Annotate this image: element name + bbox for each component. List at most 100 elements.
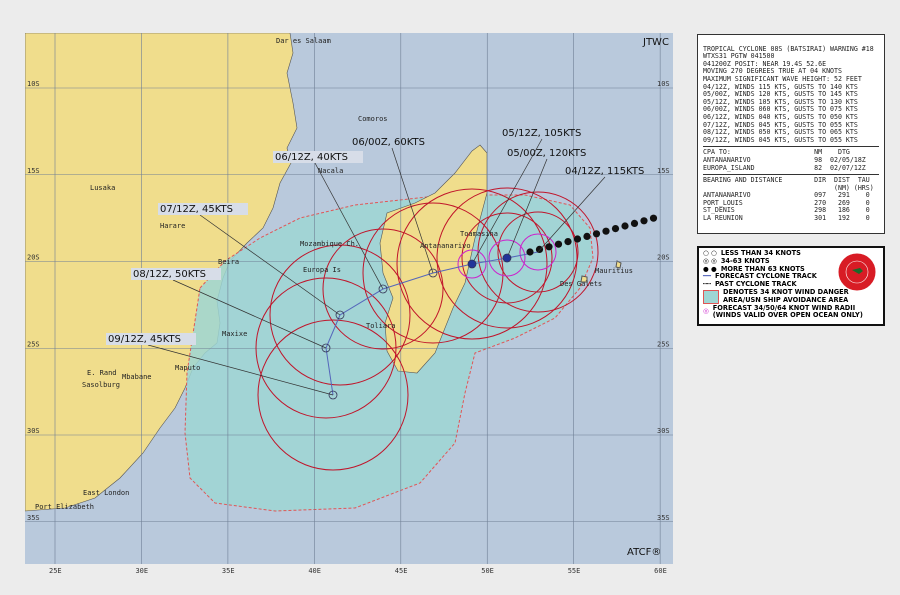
- place-label: Maputo: [175, 364, 200, 372]
- forecast-position-icon: [328, 390, 338, 400]
- lat-tick-right: 30S: [657, 427, 670, 435]
- inner-wind-radius: [519, 233, 557, 271]
- warning-line: (NM) (HRS): [703, 183, 874, 192]
- leader-line: [199, 214, 341, 316]
- place-label: Comoros: [358, 115, 388, 123]
- lat-tick-left: 25S: [27, 340, 40, 348]
- wind-radius-ring: [322, 228, 444, 350]
- lat-tick-left: 10S: [27, 80, 40, 88]
- inner-wind-radius: [457, 249, 487, 279]
- place-label: Toliara: [366, 322, 396, 330]
- wind-radius-ring: [362, 202, 504, 344]
- place-label: Mbabane: [122, 373, 152, 381]
- legend-text: DENOTES 34 KNOT WIND DANGER: [723, 287, 849, 296]
- place-label: Maxixe: [222, 330, 247, 338]
- forecast-label: 06/12Z, 40KTS: [275, 152, 348, 163]
- wind-radii: [255, 187, 599, 471]
- forecast-position-icon: [502, 253, 512, 263]
- past-position-icon: [640, 217, 648, 225]
- legend-forecast-track: ━━ FORECAST CYCLONE TRACK: [703, 272, 817, 281]
- wind-radius-ring: [461, 212, 553, 304]
- wind-radius-ring: [396, 188, 548, 340]
- legend-text: 34-63 KNOTS: [720, 256, 770, 265]
- warning-line: WTXS31 PGTW 041500: [703, 52, 775, 61]
- wind-radius-ring: [436, 187, 578, 329]
- lat-tick-right: 15S: [657, 167, 670, 175]
- label-bg: [131, 268, 221, 280]
- warning-text-panel: TROPICAL CYCLONE 08S (BATSIRAI) WARNING …: [697, 34, 885, 235]
- legend-text: FORECAST CYCLONE TRACK: [714, 272, 817, 281]
- past-position-icon: [573, 235, 582, 243]
- wind-radius-ring: [497, 211, 579, 293]
- wind-radius-ring: [257, 319, 409, 471]
- place-label: Des Galets: [560, 280, 602, 288]
- place-label: Port Elizabeth: [35, 503, 94, 511]
- legend-less-34: ○ ○ LESS THAN 34 KNOTS: [703, 249, 801, 257]
- warning-line: 041200Z POSIT: NEAR 19.4S 52.6E: [703, 59, 827, 68]
- warning-line: MAXIMUM SIGNIFICANT WAVE HEIGHT: 52 FEET: [703, 74, 862, 83]
- past-position-icon: [545, 243, 553, 251]
- lon-tick: 40E: [308, 567, 321, 575]
- lon-tick: 50E: [481, 567, 494, 575]
- leader-line: [172, 279, 327, 349]
- past-position-icon: [621, 222, 629, 230]
- legend-text: MORE THAN 63 KNOTS: [720, 264, 805, 273]
- wind-radius-ring: [269, 244, 411, 386]
- forecast-track: [325, 251, 539, 396]
- warning-line: 07/12Z, WINDS 045 KTS, GUSTS TO 055 KTS: [703, 120, 858, 129]
- lat-tick-right: 20S: [657, 254, 670, 262]
- place-label: Lusaka: [90, 184, 115, 192]
- warning-line: ST_DENIS 298 186 0: [703, 206, 870, 215]
- forecast-label: 07/12Z, 45KTS: [160, 204, 233, 215]
- forecast-label: 05/12Z, 105KTS: [502, 128, 581, 139]
- forecast-label: 05/00Z, 120KTS: [507, 148, 586, 159]
- legend-text: AREA/USN SHIP AVOIDANCE AREA: [723, 295, 849, 304]
- past-position-icon: [592, 230, 601, 238]
- warning-line: MOVING 270 DEGREES TRUE AT 04 KNOTS: [703, 67, 842, 76]
- warning-line: PORT_LOUIS 270 269 0: [703, 198, 870, 207]
- past-position-icon: [535, 245, 544, 253]
- place-label: Harare: [160, 222, 185, 230]
- grid: [25, 33, 673, 564]
- label-bg: [273, 151, 363, 163]
- legend-text: PAST CYCLONE TRACK: [714, 280, 797, 289]
- legend-text: LESS THAN 34 KNOTS: [720, 249, 801, 257]
- lon-tick: 25E: [49, 567, 62, 575]
- past-track: [526, 214, 658, 256]
- wind-radius-ring: [477, 191, 599, 313]
- place-label: E. Rand: [87, 369, 117, 377]
- place-label: Mozambique Ch.: [300, 240, 359, 248]
- lon-tick: 60E: [654, 567, 667, 575]
- forecast-position-icon: [378, 284, 388, 294]
- mauritius: [580, 260, 622, 283]
- warning-line: 04/12Z, WINDS 115 KTS, GUSTS TO 140 KTS: [703, 82, 858, 91]
- forecast-label: 06/00Z, 60KTS: [352, 137, 425, 148]
- warning-line: 06/00Z, WINDS 060 KTS, GUSTS TO 075 KTS: [703, 105, 858, 114]
- legend-more-63: ● ● MORE THAN 63 KNOTS: [703, 264, 805, 273]
- legend-danger-area: DENOTES 34 KNOT WIND DANGER AREA/USN SHIP…: [703, 287, 879, 305]
- past-position-icon: [649, 214, 658, 222]
- leader-line: [506, 158, 548, 259]
- lat-tick-left: 35S: [27, 514, 40, 522]
- warning-line: LA REUNION 301 192 0: [703, 214, 870, 223]
- leader-line: [147, 344, 334, 396]
- jtwc-seal-logo: [837, 252, 877, 292]
- inner-wind-radius: [488, 239, 526, 277]
- leader-line: [391, 147, 434, 274]
- warning-line: ANTANANARIVO 097 291 0: [703, 191, 870, 200]
- warning-line: TROPICAL CYCLONE 08S (BATSIRAI) WARNING …: [703, 44, 874, 53]
- warning-line: CPA TO: NM DTG: [703, 148, 850, 157]
- agency-label: JTWC: [642, 37, 669, 48]
- past-position-icon: [602, 227, 610, 235]
- warning-line: 05/12Z, WINDS 105 KTS, GUSTS TO 130 KTS: [703, 97, 858, 106]
- lon-tick: 45E: [395, 567, 408, 575]
- place-label: Dar es Salaam: [276, 37, 331, 45]
- warning-line: 06/12Z, WINDS 040 KTS, GUSTS TO 050 KTS: [703, 112, 858, 121]
- warning-line: BEARING AND DISTANCE DIR DIST TAU: [703, 176, 870, 185]
- lat-tick-right: 25S: [657, 340, 670, 348]
- forecast-position-icon: [428, 268, 438, 278]
- legend-34-63: ◎ ◎ 34-63 KNOTS: [703, 256, 770, 265]
- label-bg: [106, 333, 196, 345]
- legend-wind-radii: ◎ FORECAST 34/50/64 KNOT WIND RADII (WINDS…: [703, 303, 863, 320]
- place-label: Beira: [218, 258, 239, 266]
